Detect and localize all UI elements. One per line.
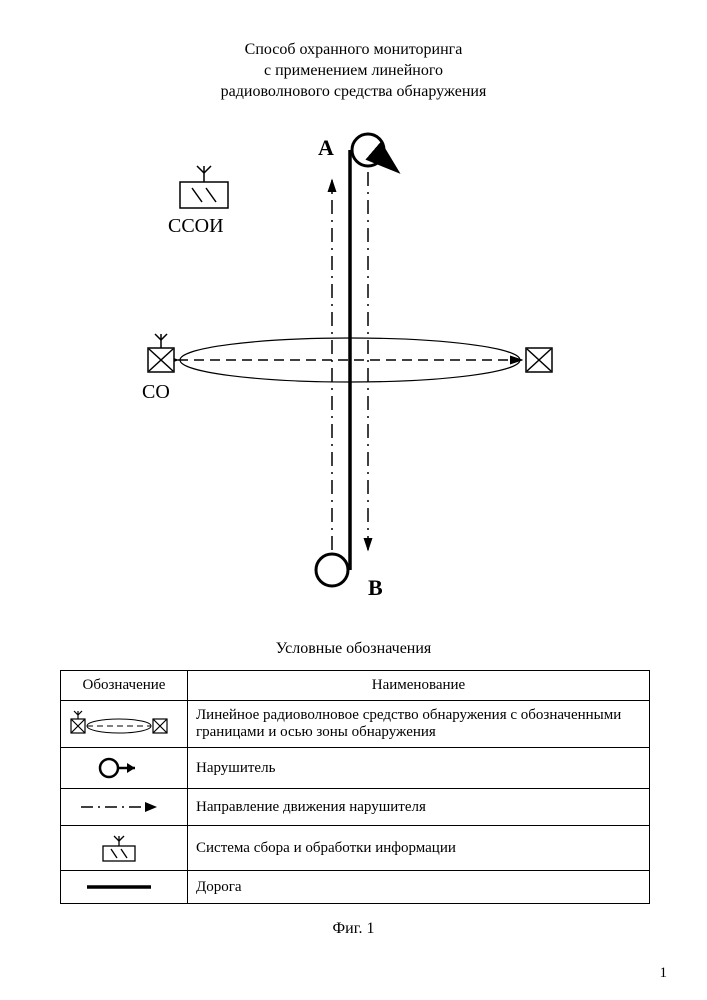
- legend-symbol-ssoi: [61, 826, 188, 871]
- title-line-2: с применением линейного: [264, 62, 443, 79]
- legend-desc: Дорога: [188, 871, 650, 904]
- legend-symbol-intruder: [61, 748, 188, 789]
- main-diagram: A B СО: [100, 120, 600, 600]
- legend-row: Дорога: [61, 871, 650, 904]
- legend-header-name: Наименование: [188, 671, 650, 701]
- title-line-1: Способ охранного мониторинга: [245, 41, 463, 58]
- label-a: A: [318, 135, 334, 160]
- legend-desc: Система сбора и обработки информации: [188, 826, 650, 871]
- legend-symbol-detector: [61, 701, 188, 748]
- ssoi-device: [180, 166, 228, 208]
- page-title: Способ охранного мониторинга с применени…: [0, 40, 707, 102]
- legend-header-symbol: Обозначение: [61, 671, 188, 701]
- legend-symbol-direction: [61, 789, 188, 826]
- label-so: СО: [142, 381, 170, 403]
- legend-table: Обозначение Наименование Линейное радиов…: [60, 670, 650, 904]
- intruder-bottom: [316, 554, 348, 586]
- label-ssoi: ССОИ: [168, 215, 224, 237]
- page: Способ охранного мониторинга с применени…: [0, 0, 707, 1000]
- sensor-left: [148, 334, 174, 372]
- legend-row: Направление движения нарушителя: [61, 789, 650, 826]
- figure-label: Фиг. 1: [0, 920, 707, 938]
- legend-row: Нарушитель: [61, 748, 650, 789]
- intruder-top: [352, 134, 396, 170]
- label-b: B: [368, 575, 383, 600]
- legend-desc: Нарушитель: [188, 748, 650, 789]
- legend-symbol-road: [61, 871, 188, 904]
- sensor-right: [526, 348, 552, 372]
- legend-desc: Линейное радиоволновое средство обнаруже…: [188, 701, 650, 748]
- legend-title: Условные обозначения: [0, 640, 707, 658]
- legend-header-row: Обозначение Наименование: [61, 671, 650, 701]
- page-number: 1: [660, 965, 668, 982]
- legend-row: Система сбора и обработки информации: [61, 826, 650, 871]
- legend-desc: Направление движения нарушителя: [188, 789, 650, 826]
- title-line-3: радиоволнового средства обнаружения: [221, 83, 487, 100]
- legend-row: Линейное радиоволновое средство обнаруже…: [61, 701, 650, 748]
